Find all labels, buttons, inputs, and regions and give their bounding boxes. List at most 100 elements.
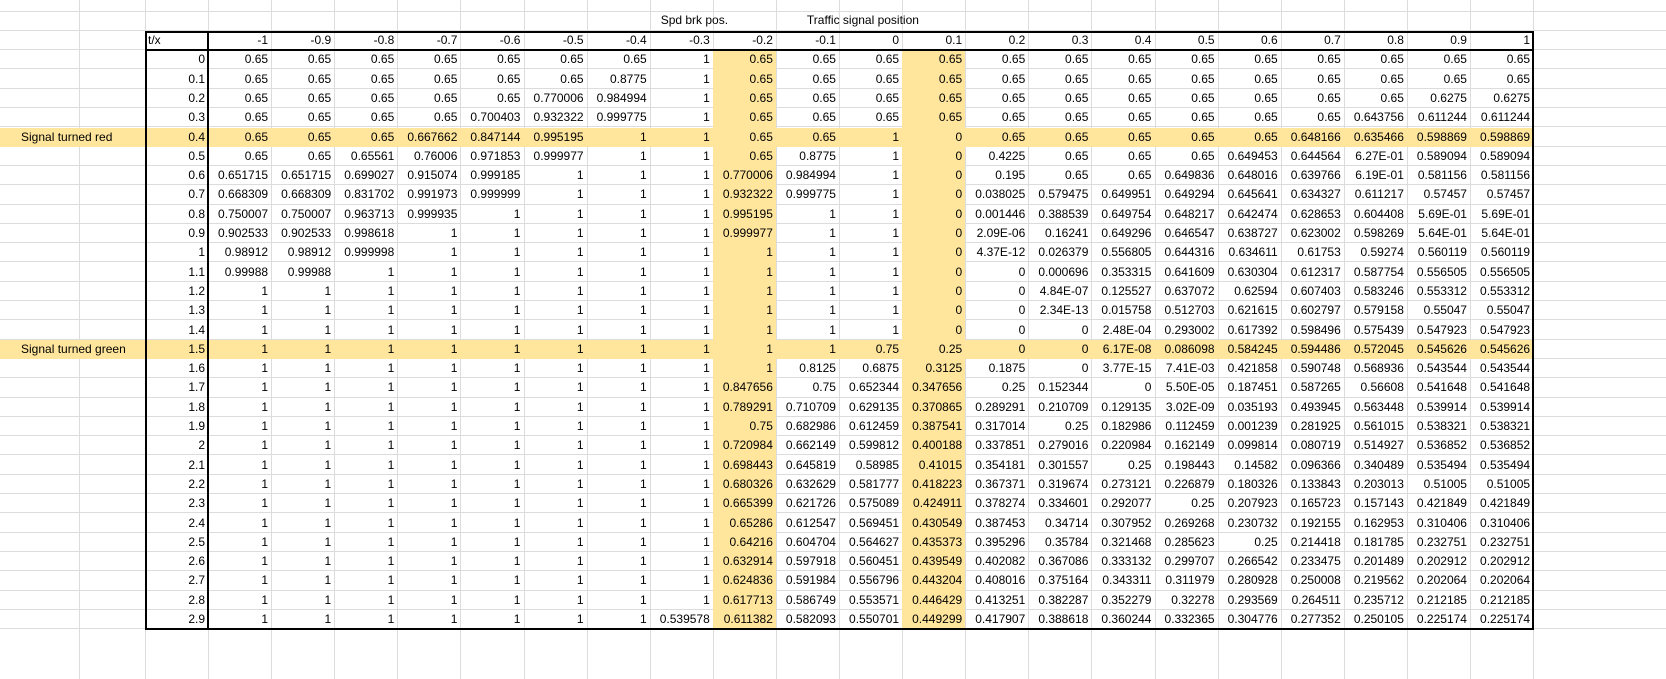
table-cell[interactable]: 0.632914: [722, 554, 773, 569]
table-cell[interactable]: 0.225174: [1480, 612, 1531, 626]
table-cell[interactable]: 1: [703, 341, 710, 356]
table-cell[interactable]: 0.212185: [1416, 592, 1467, 607]
table-cell[interactable]: 0.564627: [849, 534, 900, 549]
table-cell[interactable]: 0.65: [1128, 168, 1152, 183]
column-header[interactable]: 0.6: [1261, 33, 1278, 47]
table-cell[interactable]: 0.720984: [722, 438, 773, 453]
table-cell[interactable]: 0.232751: [1416, 534, 1467, 549]
table-cell[interactable]: 0.421858: [1227, 361, 1278, 376]
table-cell[interactable]: 0.001446: [975, 206, 1026, 221]
table-cell[interactable]: 1: [450, 399, 458, 414]
table-cell[interactable]: 0.648217: [1164, 206, 1215, 221]
table-cell[interactable]: 0.202064: [1480, 573, 1531, 588]
table-cell[interactable]: 0.539578: [659, 612, 710, 626]
table-cell[interactable]: 6.27E-01: [1355, 148, 1404, 163]
table-cell[interactable]: 0.76006: [414, 148, 458, 163]
table-cell[interactable]: 1: [640, 206, 647, 221]
table-cell[interactable]: 0.133843: [1290, 476, 1341, 491]
table-cell[interactable]: 0.65: [812, 129, 836, 144]
table-cell[interactable]: 1: [450, 283, 458, 298]
table-cell[interactable]: 1: [513, 496, 521, 511]
table-cell[interactable]: 0.999977: [533, 148, 584, 163]
table-cell[interactable]: 0.65: [1065, 71, 1089, 86]
table-cell[interactable]: 0.579158: [1353, 303, 1404, 318]
table-cell[interactable]: 0.611244: [1417, 110, 1467, 125]
table-cell[interactable]: 0.649836: [1164, 168, 1215, 183]
table-cell[interactable]: 0.65: [749, 148, 773, 163]
table-cell[interactable]: 0.65: [749, 110, 773, 125]
table-cell[interactable]: 1: [513, 592, 521, 607]
table-cell[interactable]: 1: [703, 457, 710, 472]
table-cell[interactable]: 1: [324, 438, 332, 453]
table-cell[interactable]: 0.649294: [1164, 187, 1215, 202]
table-cell[interactable]: 1: [450, 534, 458, 549]
table-cell[interactable]: 0.541648: [1416, 380, 1467, 395]
table-cell[interactable]: 1: [387, 573, 395, 588]
table-cell[interactable]: 1: [513, 245, 521, 260]
table-cell[interactable]: 1: [513, 573, 521, 588]
row-header-t[interactable]: 2.4: [188, 515, 205, 530]
table-cell[interactable]: 1: [703, 245, 710, 260]
table-cell[interactable]: 1: [576, 554, 584, 569]
table-cell[interactable]: 1: [703, 110, 710, 125]
table-cell[interactable]: 0.512703: [1164, 303, 1215, 318]
table-cell[interactable]: 1: [892, 129, 900, 144]
table-cell[interactable]: 0.644564: [1290, 148, 1341, 163]
table-cell[interactable]: 1: [324, 322, 332, 337]
table-cell[interactable]: 0.34714: [1045, 515, 1089, 530]
table-cell[interactable]: 0.65: [623, 52, 647, 67]
table-cell[interactable]: 0.579475: [1038, 187, 1089, 202]
table-cell[interactable]: 0.65: [1506, 52, 1531, 67]
table-cell[interactable]: 1: [640, 457, 647, 472]
table-cell[interactable]: 0.971853: [470, 148, 521, 163]
table-cell[interactable]: 0.65: [244, 52, 269, 67]
table-cell[interactable]: 1: [261, 554, 269, 569]
table-cell[interactable]: 0.648016: [1227, 168, 1278, 183]
table-cell[interactable]: 0.99988: [287, 264, 332, 279]
table-cell[interactable]: 0.651715: [218, 168, 269, 183]
table-cell[interactable]: 0.233475: [1290, 554, 1341, 569]
table-cell[interactable]: 1: [387, 380, 395, 395]
table-cell[interactable]: 0.581156: [1417, 168, 1467, 183]
table-cell[interactable]: 0.539914: [1416, 399, 1467, 414]
table-cell[interactable]: 0.439549: [912, 554, 963, 569]
table-cell[interactable]: 0.321468: [1101, 534, 1152, 549]
table-cell[interactable]: 0.333132: [1101, 554, 1152, 569]
table-cell[interactable]: 1: [261, 438, 269, 453]
table-cell[interactable]: 0.210709: [1038, 399, 1089, 414]
table-cell[interactable]: 1: [513, 438, 521, 453]
table-cell[interactable]: 0.65: [1065, 52, 1089, 67]
table-cell[interactable]: 1: [387, 283, 395, 298]
row-header-t[interactable]: 0.9: [188, 226, 205, 240]
table-cell[interactable]: 1: [703, 573, 710, 588]
table-cell[interactable]: 0.352279: [1101, 592, 1152, 607]
table-cell[interactable]: 0: [955, 187, 963, 202]
table-cell[interactable]: 0.634327: [1290, 187, 1341, 202]
table-cell[interactable]: 0.541648: [1480, 380, 1531, 395]
column-header[interactable]: 0.4: [1134, 33, 1152, 47]
table-cell[interactable]: 1: [450, 438, 458, 453]
table-cell[interactable]: 0.65: [749, 129, 773, 144]
table-cell[interactable]: 0.55047: [1486, 303, 1531, 318]
table-cell[interactable]: 0.65: [1380, 71, 1404, 86]
table-cell[interactable]: 0.550701: [849, 612, 900, 626]
table-cell[interactable]: 0.59274: [1360, 245, 1404, 260]
table-cell[interactable]: 0.553571: [849, 592, 900, 607]
table-cell[interactable]: 4.37E-12: [976, 245, 1026, 260]
table-cell[interactable]: 0.662149: [785, 438, 836, 453]
table-cell[interactable]: 1: [640, 476, 647, 491]
table-cell[interactable]: 0.8775: [799, 148, 836, 163]
table-cell[interactable]: 0.340489: [1353, 457, 1404, 472]
table-cell[interactable]: 0.299707: [1164, 554, 1215, 569]
table-cell[interactable]: 0.292077: [1101, 496, 1152, 511]
table-cell[interactable]: 0.65: [812, 90, 836, 105]
table-cell[interactable]: 1: [513, 303, 521, 318]
table-cell[interactable]: 1: [703, 476, 710, 491]
table-cell[interactable]: 1: [766, 245, 773, 260]
table-cell[interactable]: 0.65: [497, 52, 521, 67]
table-cell[interactable]: 0.651715: [281, 168, 332, 183]
table-cell[interactable]: 1: [703, 129, 710, 144]
table-cell[interactable]: 0.65: [1191, 71, 1215, 86]
table-cell[interactable]: 1: [387, 361, 395, 376]
table-cell[interactable]: 1: [450, 419, 458, 433]
